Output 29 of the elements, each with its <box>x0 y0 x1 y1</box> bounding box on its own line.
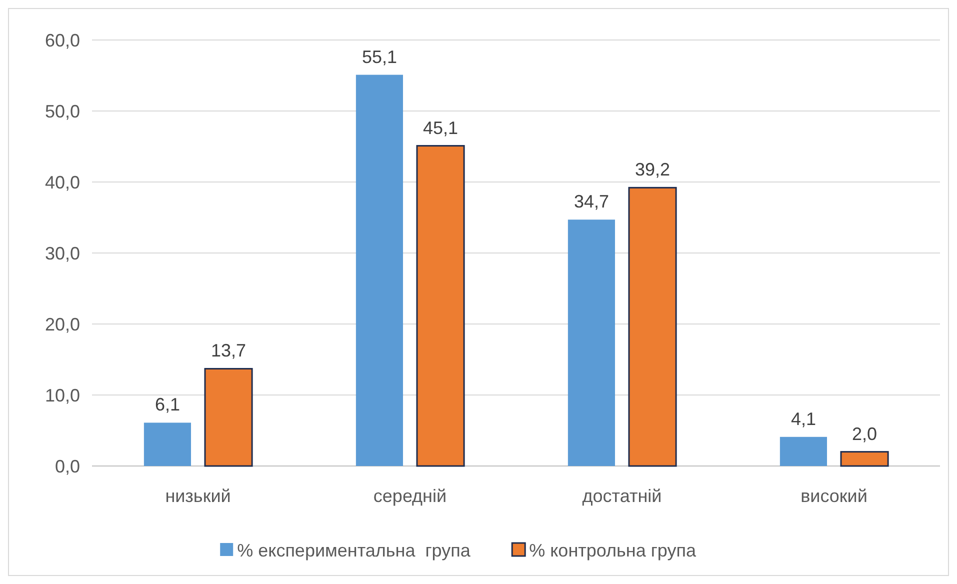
bar <box>356 74 404 466</box>
data-label: 45,1 <box>423 118 458 138</box>
bar <box>840 451 889 467</box>
data-label: 55,1 <box>362 46 397 67</box>
bar <box>780 436 828 466</box>
y-tick-label: 10,0 <box>44 385 80 406</box>
data-label: 6,1 <box>154 394 180 415</box>
y-tick-label: 0,0 <box>54 456 80 476</box>
data-label: 4,1 <box>790 408 816 429</box>
legend-label: % контрольна група <box>529 540 697 560</box>
x-tick-label: високий <box>800 486 868 506</box>
x-tick-label: низький <box>165 486 231 506</box>
y-tick-label: 40,0 <box>44 172 80 192</box>
bar <box>144 422 192 466</box>
legend-label: % експериментальна група <box>237 540 472 560</box>
y-tick-label: 60,0 <box>44 30 80 50</box>
bar <box>568 220 616 466</box>
y-tick-label: 20,0 <box>44 314 80 334</box>
data-label: 2,0 <box>852 424 878 444</box>
bar <box>416 145 465 467</box>
y-tick-label: 30,0 <box>44 243 80 264</box>
x-tick-label: середній <box>373 486 447 506</box>
data-label: 13,7 <box>211 340 246 361</box>
y-tick-label: 50,0 <box>44 101 80 122</box>
bar <box>204 368 253 467</box>
x-tick-label: достатній <box>582 486 662 506</box>
bar <box>628 186 677 467</box>
data-label: 39,2 <box>635 160 670 180</box>
data-label: 34,7 <box>574 192 609 212</box>
